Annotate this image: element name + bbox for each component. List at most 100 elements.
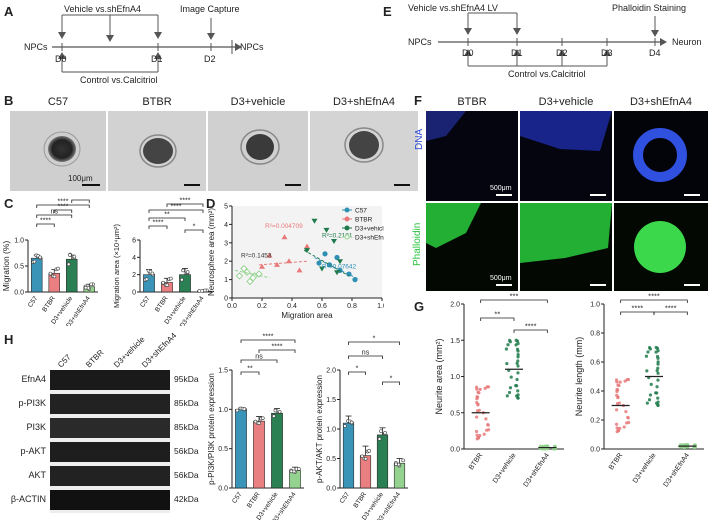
col-header: D3+shEfnA4 bbox=[332, 96, 396, 108]
blot-kda: 95kDa bbox=[174, 374, 199, 384]
fluor-row-label: Phalloidin bbox=[412, 222, 423, 266]
data-point bbox=[150, 271, 155, 276]
y-tick-label: 0.0 bbox=[14, 290, 24, 297]
sig-bracket bbox=[480, 317, 515, 321]
data-point bbox=[363, 457, 368, 461]
blot-kda: 56kDa bbox=[174, 446, 199, 456]
y-tick-label: 1.0 bbox=[450, 374, 460, 381]
data-point bbox=[656, 349, 660, 353]
fluor-dna-d3-vehicle bbox=[520, 111, 612, 201]
blot-kda: 42kDa bbox=[174, 494, 199, 504]
data-point bbox=[83, 285, 88, 290]
data-point bbox=[655, 391, 659, 395]
data-point bbox=[644, 354, 649, 358]
data-point bbox=[197, 289, 202, 293]
fluor-phalloidin-d3-vehicle bbox=[520, 203, 612, 291]
data-point bbox=[515, 361, 519, 365]
timeline-e-day: D3 bbox=[601, 48, 613, 58]
data-point bbox=[477, 408, 481, 412]
x-tick-label: 0.6 bbox=[317, 303, 327, 310]
data-point bbox=[377, 437, 382, 441]
data-point bbox=[379, 429, 383, 433]
blot-label: AKT bbox=[28, 470, 46, 480]
y-tick-label: 0.5 bbox=[14, 264, 24, 271]
fluor-phalloidin-btbr bbox=[426, 203, 518, 291]
sig-bracket bbox=[240, 371, 260, 375]
data-point bbox=[475, 395, 479, 399]
y-tick-label: 0.5 bbox=[450, 410, 460, 417]
scale-bar bbox=[82, 184, 100, 186]
fluor-row-label: DNA bbox=[414, 128, 425, 150]
sig-label: **** bbox=[180, 198, 191, 205]
legend-marker bbox=[344, 225, 350, 231]
y-axis-label: Neurite area (mm²) bbox=[434, 338, 444, 414]
data-point bbox=[656, 360, 660, 364]
data-point bbox=[516, 371, 520, 375]
scale-bar bbox=[394, 184, 410, 186]
data-point bbox=[656, 378, 660, 382]
x-tick-label: C57 bbox=[139, 295, 152, 309]
sig-bracket bbox=[148, 209, 204, 213]
bar bbox=[161, 282, 173, 293]
sig-label: **** bbox=[58, 199, 69, 206]
timeline-e-stain: Phalloidin Staining bbox=[612, 3, 687, 13]
panel-label-d: D bbox=[206, 196, 216, 211]
data-point bbox=[235, 272, 244, 280]
data-point bbox=[617, 383, 621, 388]
data-point bbox=[266, 252, 273, 258]
data-point bbox=[383, 431, 387, 435]
scale-bar-label: 500μm bbox=[490, 275, 512, 282]
data-point bbox=[476, 403, 480, 407]
data-point bbox=[649, 382, 653, 387]
timeline-a-day: D1 bbox=[151, 54, 163, 64]
sig-bracket bbox=[71, 199, 90, 203]
data-point bbox=[319, 266, 325, 272]
y-tick-label: 4 bbox=[224, 222, 228, 229]
data-point bbox=[475, 387, 479, 391]
data-point bbox=[516, 353, 520, 357]
legend-label: BTBR bbox=[355, 217, 373, 224]
chart-neurite-area: 0.0 0.5 1.0 1.5 2.0 BTBR D3+vehicle D3+shEfnA4 N… bbox=[434, 292, 564, 489]
y-tick-label: 2 bbox=[224, 259, 228, 266]
col-header: D3+shEfnA4 bbox=[629, 96, 693, 108]
col-header: BTBR bbox=[142, 96, 172, 108]
data-point bbox=[615, 408, 619, 412]
data-point bbox=[516, 341, 520, 346]
data-point bbox=[181, 268, 185, 273]
timeline-a-start: NPCs bbox=[24, 42, 48, 52]
data-point bbox=[180, 277, 184, 282]
data-point bbox=[516, 389, 520, 393]
data-point bbox=[249, 274, 257, 282]
data-point bbox=[243, 268, 251, 276]
data-point bbox=[185, 270, 190, 274]
data-point bbox=[614, 422, 619, 426]
y-tick-label: 0.0 bbox=[590, 447, 600, 454]
col-header: BTBR bbox=[457, 96, 487, 108]
data-point bbox=[506, 343, 510, 347]
panel-label-e: E bbox=[383, 4, 392, 19]
data-point bbox=[334, 254, 340, 261]
sig-label: * bbox=[373, 336, 376, 343]
sig-label: **** bbox=[665, 304, 677, 313]
scale-bar bbox=[285, 184, 301, 186]
sig-label: * bbox=[390, 376, 393, 383]
legend-label: D3+vehicle bbox=[355, 226, 384, 233]
sig-bracket bbox=[348, 355, 383, 359]
sig-label: **** bbox=[263, 334, 274, 341]
chart-scatter-correlation: 0.0 0.2 0.4 0.6 0.8 1.0 0 1 2 3 4 5 Migration area Ne… bbox=[207, 204, 384, 321]
y-tick-label: 1.5 bbox=[326, 397, 336, 404]
sig-bracket bbox=[36, 214, 73, 218]
timeline-e-day: D1 bbox=[511, 48, 523, 58]
blot-label: p-AKT bbox=[20, 446, 46, 456]
data-point bbox=[648, 346, 652, 350]
y-tick-label: 6 bbox=[132, 238, 136, 245]
sig-bracket bbox=[348, 371, 366, 375]
y-tick-label: 0.4 bbox=[590, 389, 600, 396]
neurosphere-image-d3-vehicle bbox=[208, 111, 308, 191]
x-tick-label: C57 bbox=[339, 491, 352, 505]
data-point bbox=[68, 253, 72, 257]
data-point bbox=[235, 408, 240, 413]
legend-label: D3+shEfnA4 bbox=[355, 235, 384, 242]
y-tick-label: 5 bbox=[224, 204, 228, 211]
data-point bbox=[274, 261, 280, 267]
